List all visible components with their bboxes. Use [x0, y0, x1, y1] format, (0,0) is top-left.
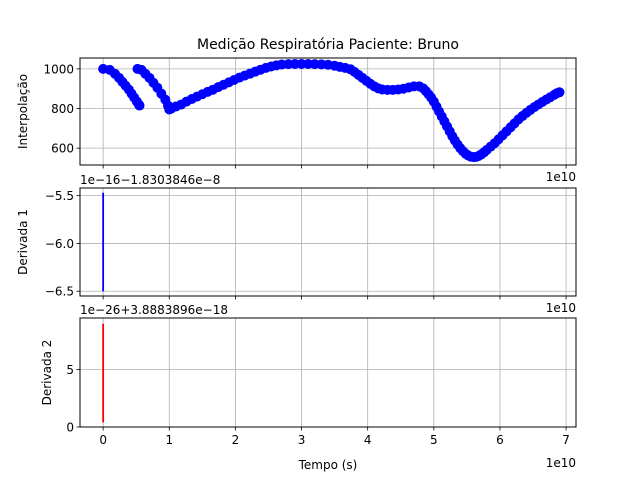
y-offset-text-derivada-1: 1e−16−1.8303846e−8 [80, 173, 220, 187]
tick-marks: 600 800 1000 [43, 62, 567, 169]
y-offset-text-derivada-2: 1e−26+3.8883896e−18 [80, 303, 228, 317]
y-axis-label-interpolacao: Interpolação [16, 74, 30, 149]
y-tick-label: 600 [51, 142, 74, 156]
y-tick-label: −6.0 [45, 237, 74, 251]
grid-lines [80, 318, 576, 428]
data-point [554, 87, 565, 98]
y-tick-label: −5.5 [45, 189, 74, 203]
chart-title: Medição Respiratória Paciente: Bruno [197, 37, 459, 53]
x-tick-label: 3 [298, 433, 306, 447]
x-multiplier-text: 1e10 [546, 170, 576, 184]
tick-marks: −5.5 −6.0 −6.5 [45, 189, 567, 300]
x-tick-label: 5 [430, 433, 438, 447]
x-multiplier-text: 1e10 [546, 301, 576, 315]
panel-derivada-1: −5.5 −6.0 −6.5 1e−16−1.8303846e−8 Derivada… [16, 173, 577, 315]
y-axis-label-derivada-1: Derivada 1 [16, 209, 30, 275]
x-tick-label: 2 [232, 433, 240, 447]
x-tick-label: 4 [364, 433, 372, 447]
y-tick-label: 5 [66, 363, 74, 377]
grid-lines [80, 188, 576, 296]
axes-frame [79, 317, 577, 428]
panel-interpolacao: 600 800 1000 Interpolação 1e10 [16, 57, 577, 184]
grid-lines [80, 58, 576, 165]
x-tick-label: 7 [562, 433, 570, 447]
y-tick-label: 800 [51, 102, 74, 116]
interpolacao-points [98, 58, 565, 163]
x-axis-label: Tempo (s) [298, 458, 358, 472]
y-tick-label: −6.5 [45, 285, 74, 299]
y-tick-label: 0 [66, 421, 74, 435]
x-tick-label: 1 [165, 433, 173, 447]
panel-derivada-2: 0 1 2 3 4 5 6 7 0 5 1e−26+3.8883896e−18 Derivada … [40, 303, 577, 472]
axes-frame [79, 187, 577, 297]
x-multiplier-text: 1e10 [546, 456, 576, 470]
data-point [134, 100, 145, 111]
x-tick-label: 6 [496, 433, 504, 447]
tick-marks: 0 1 2 3 4 5 6 7 0 5 [66, 363, 570, 447]
y-axis-label-derivada-2: Derivada 2 [40, 340, 54, 406]
x-tick-label: 0 [99, 433, 107, 447]
axes-frame [79, 57, 577, 166]
y-tick-label: 1000 [43, 62, 74, 76]
